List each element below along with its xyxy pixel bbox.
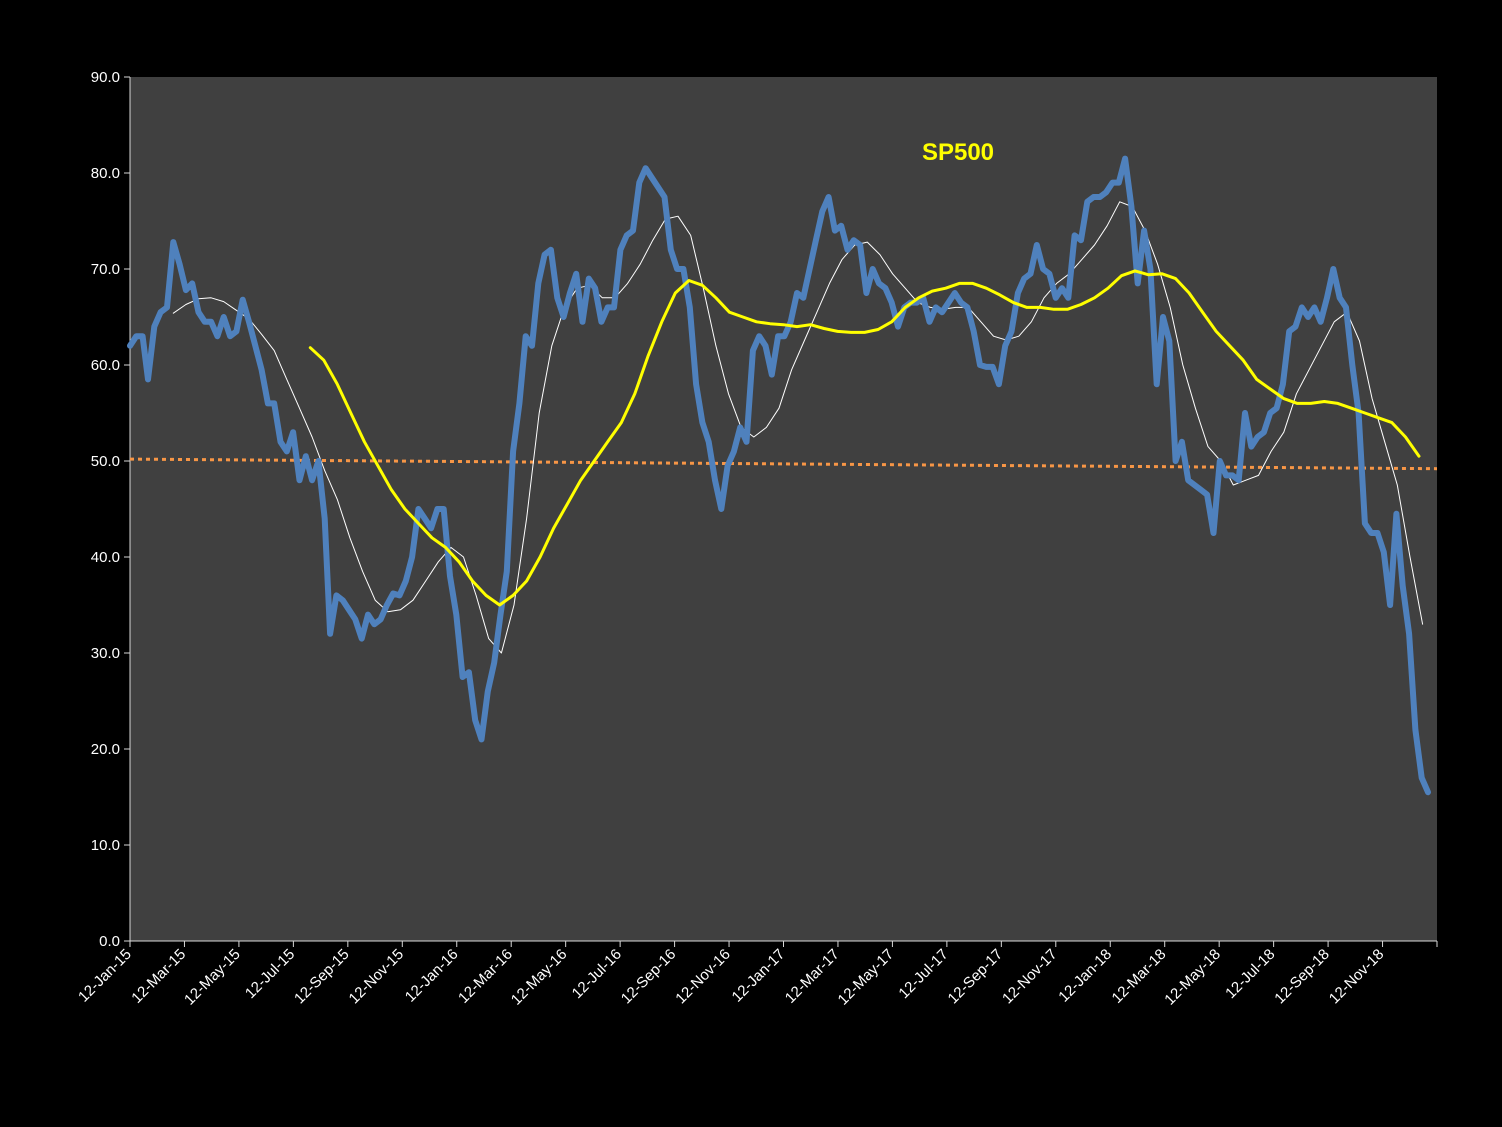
y-tick-label: 20.0 bbox=[91, 741, 120, 758]
series-line-long-average bbox=[308, 269, 1421, 607]
y-tick-label: 10.0 bbox=[91, 837, 120, 854]
chart-title: SP500 bbox=[922, 139, 994, 166]
y-tick-label: 60.0 bbox=[91, 357, 120, 374]
y-tick-label: 40.0 bbox=[91, 549, 120, 566]
y-tick-label: 70.0 bbox=[91, 261, 120, 278]
y-tick-label: 90.0 bbox=[91, 69, 120, 86]
y-tick-label: 30.0 bbox=[91, 645, 120, 662]
series-layer bbox=[127, 155, 1438, 796]
series-line-indicator bbox=[127, 155, 1431, 796]
y-tick-label: 0.0 bbox=[99, 933, 120, 950]
y-tick-label: 80.0 bbox=[91, 165, 120, 182]
y-tick-label: 50.0 bbox=[91, 453, 120, 470]
plot-area bbox=[130, 77, 1437, 941]
y-axis: 0.0 10.0 20.0 30.0 40.0 50.0 60.0 70.0 80.0 90.0 bbox=[91, 69, 131, 950]
series-line-short-average bbox=[172, 201, 1424, 654]
